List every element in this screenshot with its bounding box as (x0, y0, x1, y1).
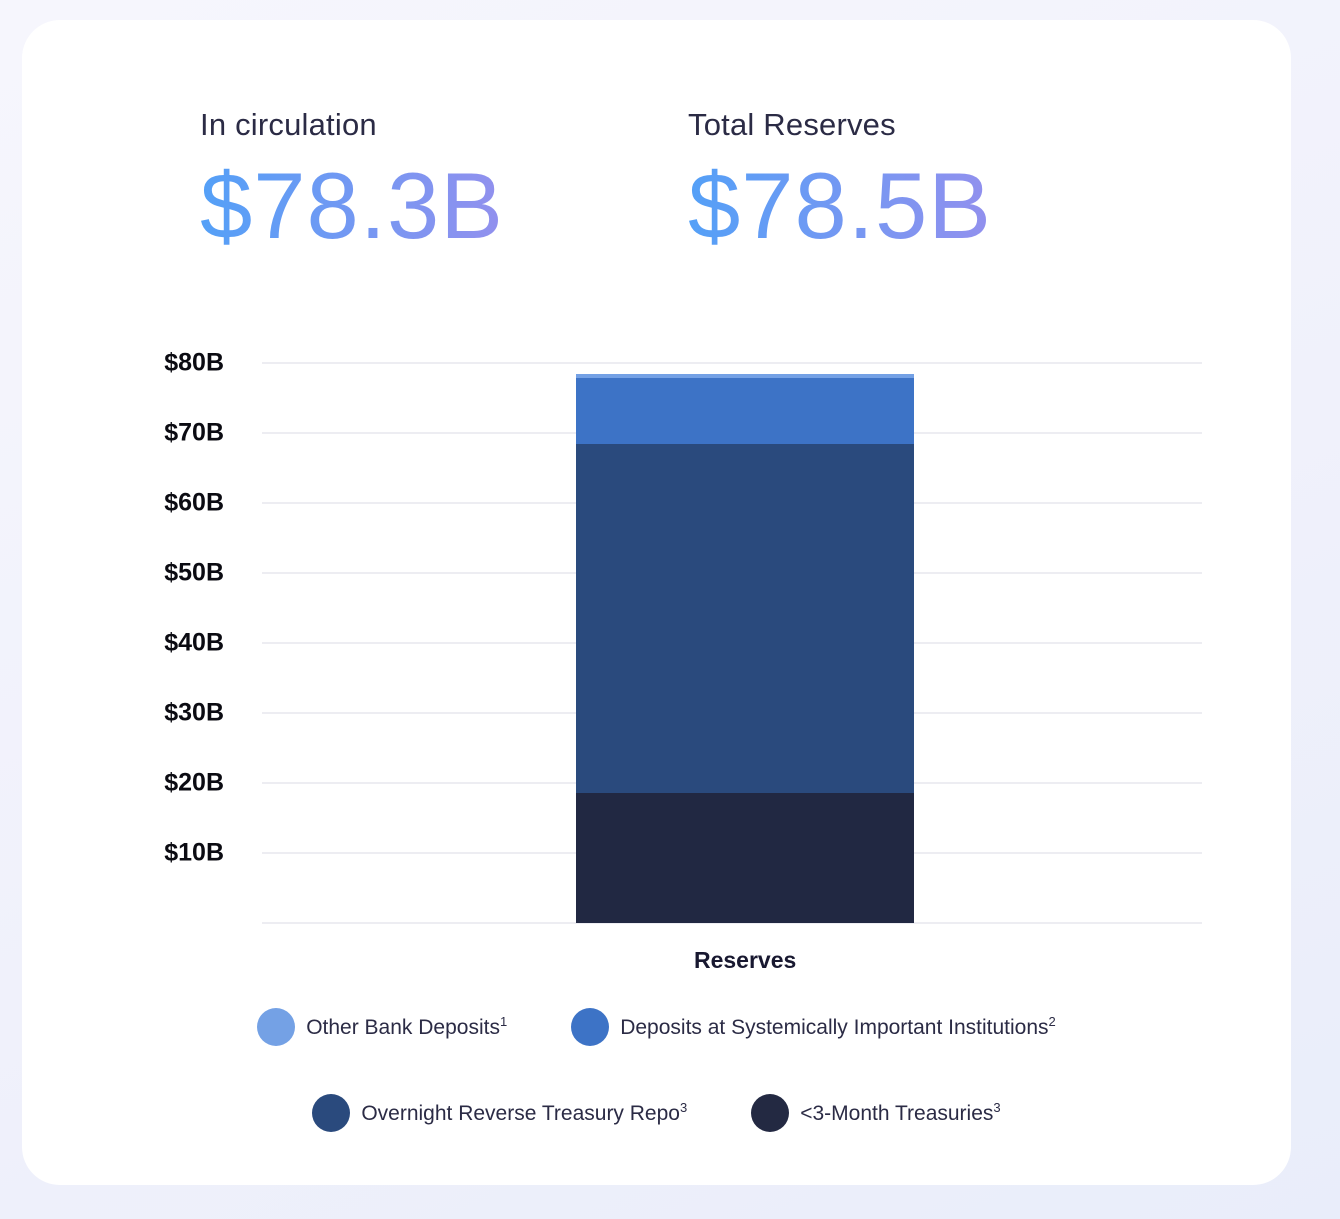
y-axis-tick-30: $30B (164, 698, 224, 727)
bar-segment-3-month-treasuries[interactable] (575, 792, 915, 923)
bar-segment-overnight-reverse-treasury-repo[interactable] (575, 444, 915, 793)
reserves-card: In circulation $78.3B Total Reserves $78… (22, 20, 1291, 1185)
legend-dot-icon (571, 1008, 610, 1046)
reserves-bar-chart: $80B $70B $60B $50B $40B $30B $20B $10B Reserve… (164, 349, 1202, 973)
reserves-stacked-bar (575, 373, 915, 924)
legend-item-overnight-reverse-treasury-repo[interactable]: Overnight Reverse Treasury Repo3 (312, 1094, 687, 1132)
y-axis-tick-20: $20B (164, 768, 224, 797)
legend-label: Other Bank Deposits1 (306, 1014, 508, 1039)
legend-dot-icon (312, 1094, 351, 1132)
stat-in-circulation: In circulation $78.3B (200, 106, 504, 256)
legend-dot-icon (751, 1094, 790, 1132)
bar-segment-other-bank-deposits[interactable] (575, 373, 915, 378)
legend-item-3-month-treasuries[interactable]: <3-Month Treasuries3 (751, 1094, 1001, 1132)
gridline (262, 922, 1202, 924)
gridline (262, 362, 1202, 364)
legend-label: <3-Month Treasuries3 (800, 1100, 1001, 1125)
legend-row: Other Bank Deposits1 Deposits at Systemic… (257, 1008, 1056, 1046)
y-axis-tick-80: $80B (164, 348, 224, 377)
legend-dot-icon (257, 1008, 296, 1046)
y-axis-tick-60: $60B (164, 488, 224, 517)
x-axis-label: Reserves (693, 947, 797, 973)
stat-label: Total Reserves (688, 107, 896, 142)
stat-value: $78.5B (688, 153, 992, 259)
legend-label: Overnight Reverse Treasury Repo3 (361, 1100, 688, 1125)
stat-label: In circulation (200, 107, 377, 142)
chart-legend: Other Bank Deposits1 Deposits at Systemic… (22, 1008, 1291, 1132)
legend-label: Deposits at Systemically Important Insti… (620, 1014, 1056, 1039)
legend-row: Overnight Reverse Treasury Repo3 <3-Month… (312, 1094, 1001, 1132)
stat-value: $78.3B (200, 153, 504, 259)
y-axis-tick-50: $50B (164, 558, 224, 587)
stat-total-reserves: Total Reserves $78.5B (688, 106, 992, 256)
y-axis-tick-10: $10B (164, 838, 224, 867)
y-axis-tick-40: $40B (164, 628, 224, 657)
bar-segment-deposits-at-systemically-important-institutions[interactable] (575, 377, 915, 445)
y-axis-tick-70: $70B (164, 418, 224, 447)
legend-item-deposits-at-systemically-important-institutions[interactable]: Deposits at Systemically Important Insti… (571, 1008, 1056, 1046)
legend-item-other-bank-deposits[interactable]: Other Bank Deposits1 (257, 1008, 507, 1046)
